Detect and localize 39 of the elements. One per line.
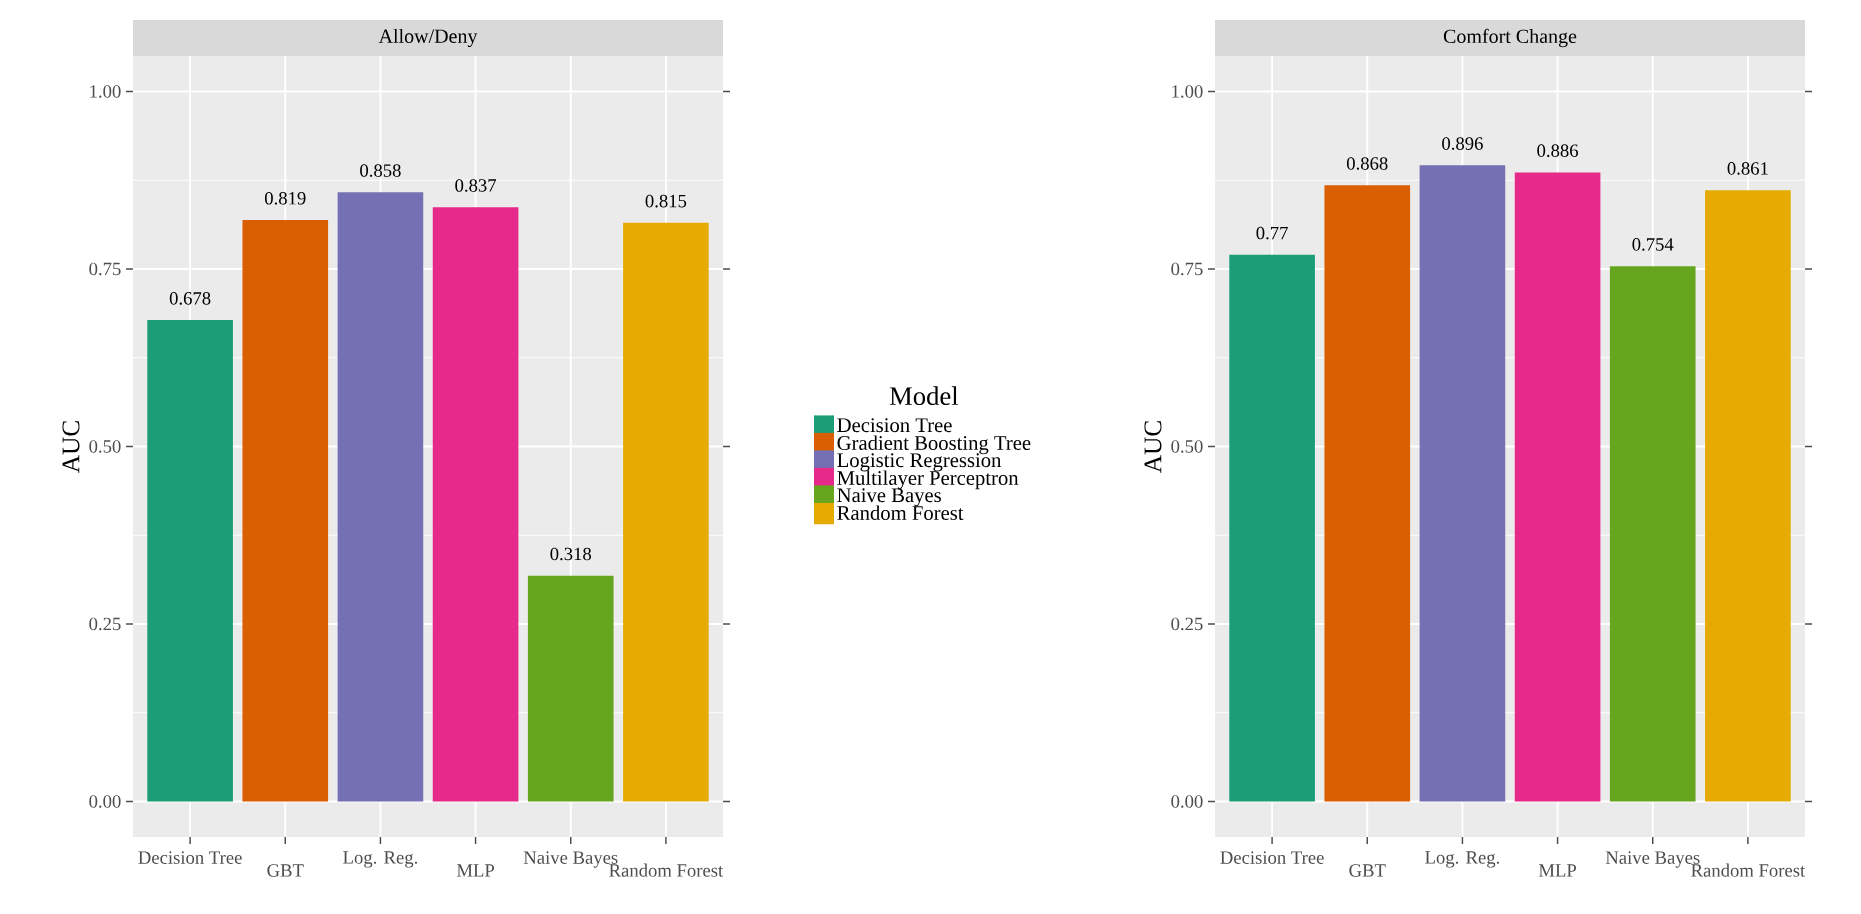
data-label: 0.815 (645, 194, 687, 208)
data-label: 0.837 (455, 179, 497, 192)
chart-title: Allow/Deny (378, 28, 478, 48)
data-label: 0.77 (1256, 226, 1288, 240)
x-tick-label: Decision Tree (1220, 851, 1324, 864)
x-tick-label: MLP (1538, 864, 1577, 877)
y-tick-label: 0.00 (89, 795, 121, 808)
y-tick-label: 0.00 (1171, 795, 1203, 808)
y-tick-label: 0.75 (1171, 262, 1203, 276)
y-axis-title: AUC (62, 421, 80, 473)
y-tick-label: 0.25 (89, 617, 121, 631)
data-label: 0.858 (360, 164, 401, 177)
data-label: 0.896 (1442, 137, 1483, 150)
y-axis-title: AUC (1144, 421, 1162, 473)
data-label: 0.318 (550, 547, 592, 561)
data-label: 0.868 (1346, 157, 1388, 170)
y-tick-label: 0.50 (1171, 440, 1203, 453)
x-tick-label: GBT (267, 864, 304, 877)
legend-label: Multilayer Perceptron (837, 470, 1019, 490)
y-tick-label: 1.00 (90, 85, 121, 98)
x-tick-label: GBT (1349, 864, 1386, 877)
legend-label: Random Forest (837, 505, 964, 520)
legend-label: Logistic Regression (837, 453, 1002, 472)
chart-title: Comfort Change (1443, 28, 1577, 48)
data-label: 0.678 (169, 292, 211, 305)
data-label: 0.886 (1537, 144, 1579, 158)
y-tick-label: 0.25 (1171, 617, 1203, 631)
y-tick-label: 0.50 (89, 440, 121, 453)
x-tick-label: Decision Tree (138, 851, 242, 864)
x-tick-label: Log. Reg. (1425, 851, 1500, 868)
y-tick-label: 0.75 (89, 262, 121, 276)
data-label: 0.861 (1727, 162, 1768, 175)
legend-label: Decision Tree (837, 418, 952, 433)
x-tick-label: Log. Reg. (343, 851, 418, 868)
data-label: 0.819 (264, 191, 306, 205)
x-tick-label: MLP (456, 864, 495, 877)
y-tick-label: 1.00 (1172, 85, 1203, 98)
data-label: 0.754 (1632, 238, 1674, 251)
legend-title: Model (889, 386, 959, 406)
